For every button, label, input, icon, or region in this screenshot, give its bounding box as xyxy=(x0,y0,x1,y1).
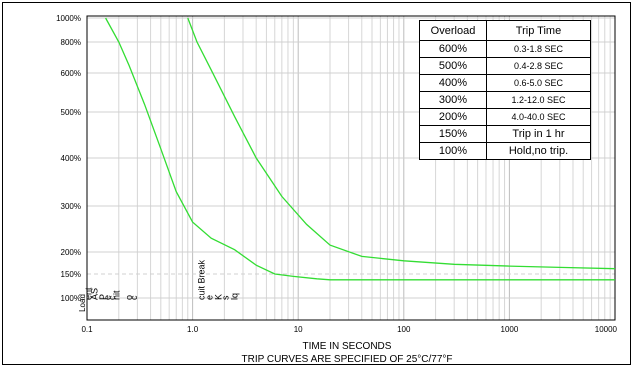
overload-cell: 100% xyxy=(419,142,487,160)
header-overload: Overload xyxy=(419,20,487,41)
vertical-label: c xyxy=(107,295,117,300)
y-tick-label: 600% xyxy=(61,69,81,78)
overload-cell: 600% xyxy=(419,40,487,58)
x-tick-label: 1000 xyxy=(501,325,519,334)
plot-border xyxy=(86,15,616,321)
table-row: 400% 0.6-5.0 SEC xyxy=(419,74,591,92)
x-tick-label: 10000 xyxy=(595,325,618,334)
table-row: 600% 0.3-1.8 SEC xyxy=(419,40,591,58)
trip-time-cell: 0.3-1.8 SEC xyxy=(486,40,591,58)
overload-cell: 200% xyxy=(419,108,487,126)
y-tick-label: 500% xyxy=(61,108,81,117)
y-tick-label: 800% xyxy=(61,38,81,47)
vertical-label: P xyxy=(98,294,108,300)
y-axis-label: Load xyxy=(78,294,87,312)
vertical-label: o xyxy=(124,295,134,300)
vertical-label: e xyxy=(103,295,113,300)
vertical-label: e xyxy=(205,295,215,300)
vertical-label: ent xyxy=(83,287,93,300)
vertical-label: cuit Break xyxy=(197,259,207,300)
x-tick-label: 0.1 xyxy=(81,325,93,334)
table-row: 300% 1.2-12.0 SEC xyxy=(419,91,591,109)
vertical-label: s xyxy=(221,295,231,300)
vertical-label: c xyxy=(129,295,139,300)
x-tick-label: 10 xyxy=(294,325,303,334)
series-group xyxy=(105,17,616,281)
y-tick-label: 150% xyxy=(61,270,81,279)
trip-curve-2 xyxy=(187,17,616,270)
overload-cell: 500% xyxy=(419,57,487,75)
vertical-label: AS xyxy=(90,288,100,300)
trip-time-cell: 1.2-12.0 SEC xyxy=(486,91,591,109)
trip-curve-1 xyxy=(105,17,615,281)
y-tick-label: 400% xyxy=(61,154,81,163)
vertical-label: K xyxy=(213,294,223,300)
y-tick-label: 200% xyxy=(61,248,81,257)
overload-cell: 300% xyxy=(419,91,487,109)
overload-cell: 400% xyxy=(419,74,487,92)
y-tick-label: 100% xyxy=(61,294,81,303)
y-tick-label: 1000% xyxy=(56,14,81,23)
table-row: 500% 0.4-2.8 SEC xyxy=(419,57,591,75)
x-tick-label: 1.0 xyxy=(187,325,199,334)
chart-subtitle: TRIP CURVES ARE SPECIFIED OF 25°C/77°F xyxy=(241,354,452,365)
axes: 1000%800%600%500%400%300%200%150%100%0.1… xyxy=(56,14,617,334)
overload-cell: 150% xyxy=(419,125,487,143)
x-tick-label: 100 xyxy=(397,325,411,334)
trip-time-cell: Hold,no trip. xyxy=(486,142,591,160)
vertical-label: lq xyxy=(230,293,240,300)
table-row: 150% Trip in 1 hr xyxy=(419,125,591,143)
trip-time-table: Overload Trip Time 600% 0.3-1.8 SEC 500% 0.… xyxy=(419,20,591,160)
trip-time-cell: 0.4-2.8 SEC xyxy=(486,57,591,75)
table-row: 100% Hold,no trip. xyxy=(419,142,591,160)
trip-time-cell: 0.6-5.0 SEC xyxy=(486,74,591,92)
table-header-row: Overload Trip Time xyxy=(419,20,591,41)
y-tick-label: 300% xyxy=(61,202,81,211)
trip-time-cell: 4.0-40.0 SEC xyxy=(486,108,591,126)
vertical-label: nit xyxy=(111,290,121,300)
header-trip-time: Trip Time xyxy=(486,20,591,41)
trip-time-cell: Trip in 1 hr xyxy=(486,125,591,143)
table-row: 200% 4.0-40.0 SEC xyxy=(419,108,591,126)
x-axis-label: TIME IN SECONDS xyxy=(303,341,392,352)
